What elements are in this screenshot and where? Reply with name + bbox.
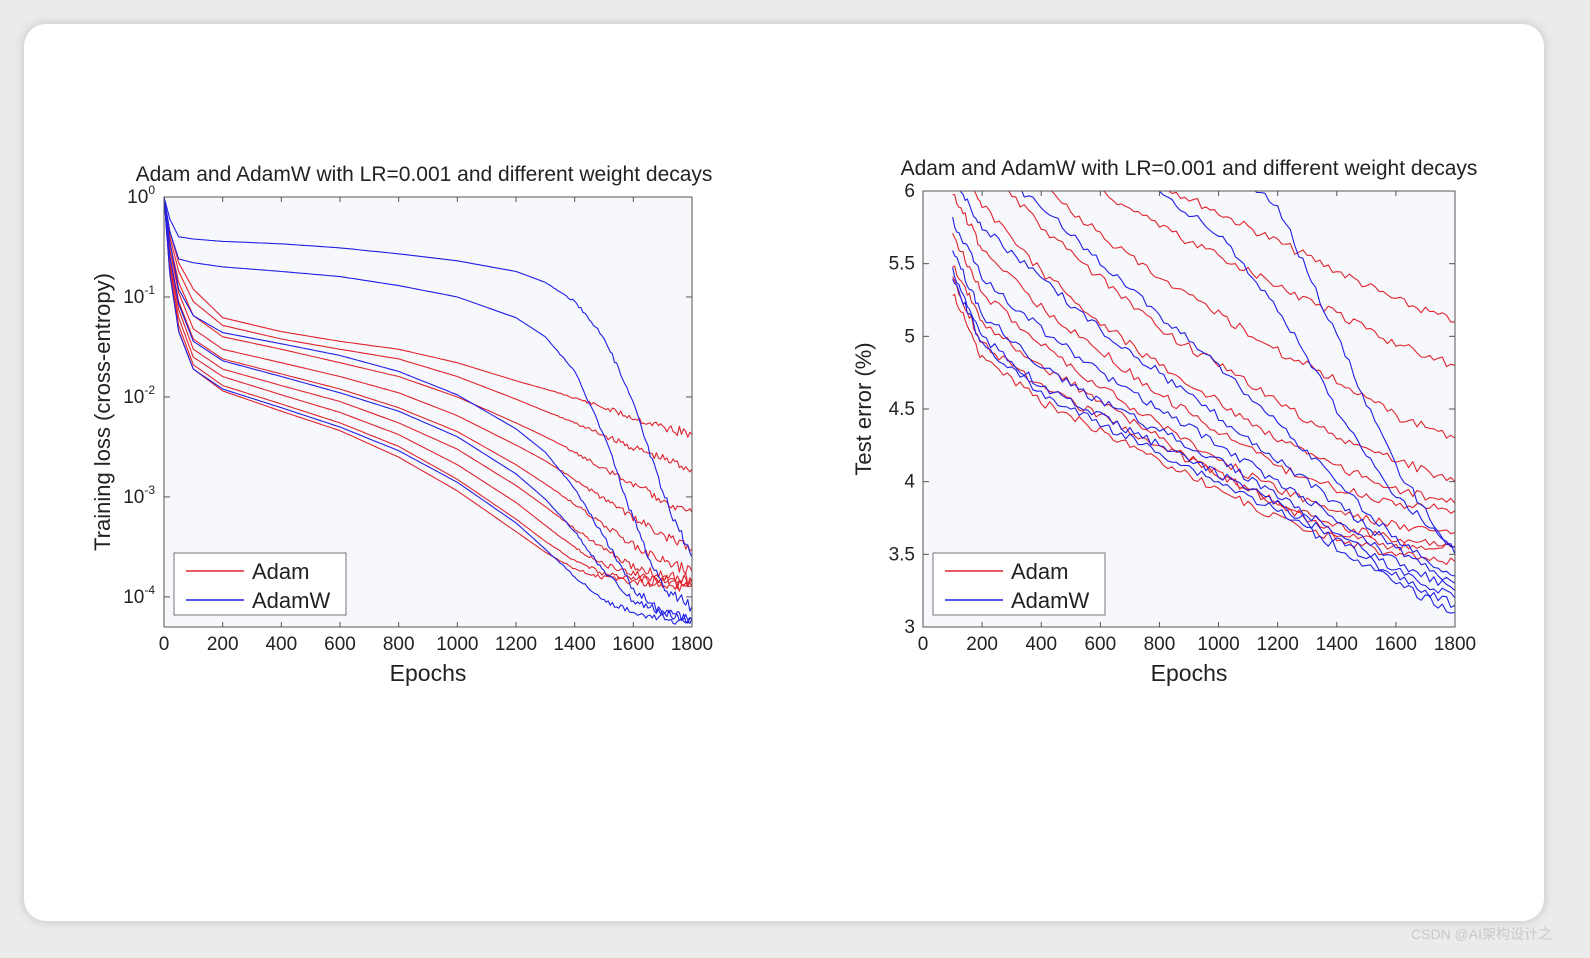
figure-card: 0 200 400 600 800 1000 1200 1400 1600 1800 100 10-1… xyxy=(24,24,1544,921)
x-tick-label: 0 xyxy=(159,634,170,655)
y-tick-label: 10-2 xyxy=(123,383,155,408)
y-tick-label: 3 xyxy=(904,617,915,638)
x-tick-label: 1200 xyxy=(495,634,537,655)
adam-series-line xyxy=(164,197,692,473)
adam-series-line xyxy=(952,233,1455,535)
adamw-series-line xyxy=(164,197,692,624)
x-tick-label: 1400 xyxy=(554,634,596,655)
x-tick-label: 400 xyxy=(1025,634,1057,655)
legend-box xyxy=(932,552,1106,616)
x-tick-label: 1800 xyxy=(671,634,713,655)
y-tick-label: 5.5 xyxy=(889,254,915,275)
legend-label: Adam xyxy=(1011,559,1068,584)
adam-series-line xyxy=(973,191,1455,504)
x-tick-label: 1000 xyxy=(1197,634,1239,655)
y-tick-label: 6 xyxy=(904,181,915,202)
legend-label: Adam xyxy=(252,559,309,584)
adamw-series-line xyxy=(164,197,692,625)
adamw-series-line xyxy=(952,278,1455,614)
x-tick-label: 1000 xyxy=(436,634,478,655)
adam-series-line xyxy=(1167,191,1455,323)
x-tick-label: 200 xyxy=(207,634,239,655)
adam-series-line xyxy=(1008,191,1455,483)
x-tick-label: 200 xyxy=(966,634,998,655)
x-axis-label: Epochs xyxy=(1151,660,1228,686)
adam-series-line xyxy=(952,276,1455,551)
training-loss-chart: 0 200 400 600 800 1000 1200 1400 1600 1800 100 10-1… xyxy=(90,163,713,686)
x-tick-label: 0 xyxy=(918,634,929,655)
x-tick-label: 1400 xyxy=(1316,634,1358,655)
adam-series-line xyxy=(164,197,692,575)
adamw-series-line xyxy=(1021,191,1455,577)
y-tick-label: 10-3 xyxy=(123,483,155,508)
x-axis-label: Epochs xyxy=(390,660,467,686)
x-tick-label: 600 xyxy=(1084,634,1116,655)
adam-series-line xyxy=(164,197,692,586)
adamw-series-line xyxy=(952,250,1455,599)
legend: Adam AdamW xyxy=(173,552,347,616)
x-tick-label: 1800 xyxy=(1434,634,1476,655)
adam-series-line xyxy=(1101,191,1455,368)
y-axis-label: Training loss (cross-entropy) xyxy=(90,273,115,551)
adamw-series-line xyxy=(164,197,692,624)
y-tick-label: 4 xyxy=(904,472,915,493)
adamw-series-line xyxy=(164,197,692,558)
legend: Adam AdamW xyxy=(932,552,1106,616)
adamw-series-line xyxy=(1254,191,1455,555)
adam-series-line xyxy=(952,194,1455,514)
y-tick-label: 10-4 xyxy=(123,583,155,608)
adamw-series-line xyxy=(952,216,1455,592)
adam-series-line xyxy=(164,197,692,552)
adamw-series-line xyxy=(952,267,1455,608)
adam-series-line xyxy=(164,197,692,438)
y-tick-label: 5 xyxy=(904,326,915,347)
x-tick-label: 1600 xyxy=(1375,634,1417,655)
y-tick-label: 10-1 xyxy=(123,283,155,308)
series-group xyxy=(164,197,692,625)
adamw-series-line xyxy=(959,191,1455,584)
adam-series-line xyxy=(952,293,1455,566)
x-tick-label: 800 xyxy=(383,634,415,655)
y-tick-label: 4.5 xyxy=(889,399,915,420)
chart-title: Adam and AdamW with LR=0.001 and differe… xyxy=(901,157,1478,180)
adam-series-line xyxy=(164,197,692,585)
x-tick-label: 1200 xyxy=(1257,634,1299,655)
x-tick-label: 600 xyxy=(324,634,356,655)
x-tick-label: 800 xyxy=(1144,634,1176,655)
chart-title: Adam and AdamW with LR=0.001 and differe… xyxy=(136,163,713,186)
adamw-series-line xyxy=(164,197,692,612)
plot-frame xyxy=(163,196,693,628)
legend-box xyxy=(173,552,347,616)
test-error-chart: 0 200 400 600 800 1000 1200 1400 1600 1800 3 3.5 4 4.… xyxy=(851,157,1478,686)
legend-label: AdamW xyxy=(252,588,330,613)
adam-series-line xyxy=(164,197,692,590)
adamw-series-line xyxy=(1157,191,1455,548)
watermark: CSDN @AI架构设计之 xyxy=(1411,926,1552,942)
series-group xyxy=(952,191,1455,614)
legend-label: AdamW xyxy=(1011,588,1089,613)
x-tick-label: 1600 xyxy=(612,634,654,655)
y-tick-label: 100 xyxy=(127,183,155,208)
x-tick-label: 400 xyxy=(265,634,297,655)
y-axis-label: Test error (%) xyxy=(851,342,876,475)
adam-series-line xyxy=(1050,191,1455,439)
y-tick-label: 3.5 xyxy=(889,544,915,565)
